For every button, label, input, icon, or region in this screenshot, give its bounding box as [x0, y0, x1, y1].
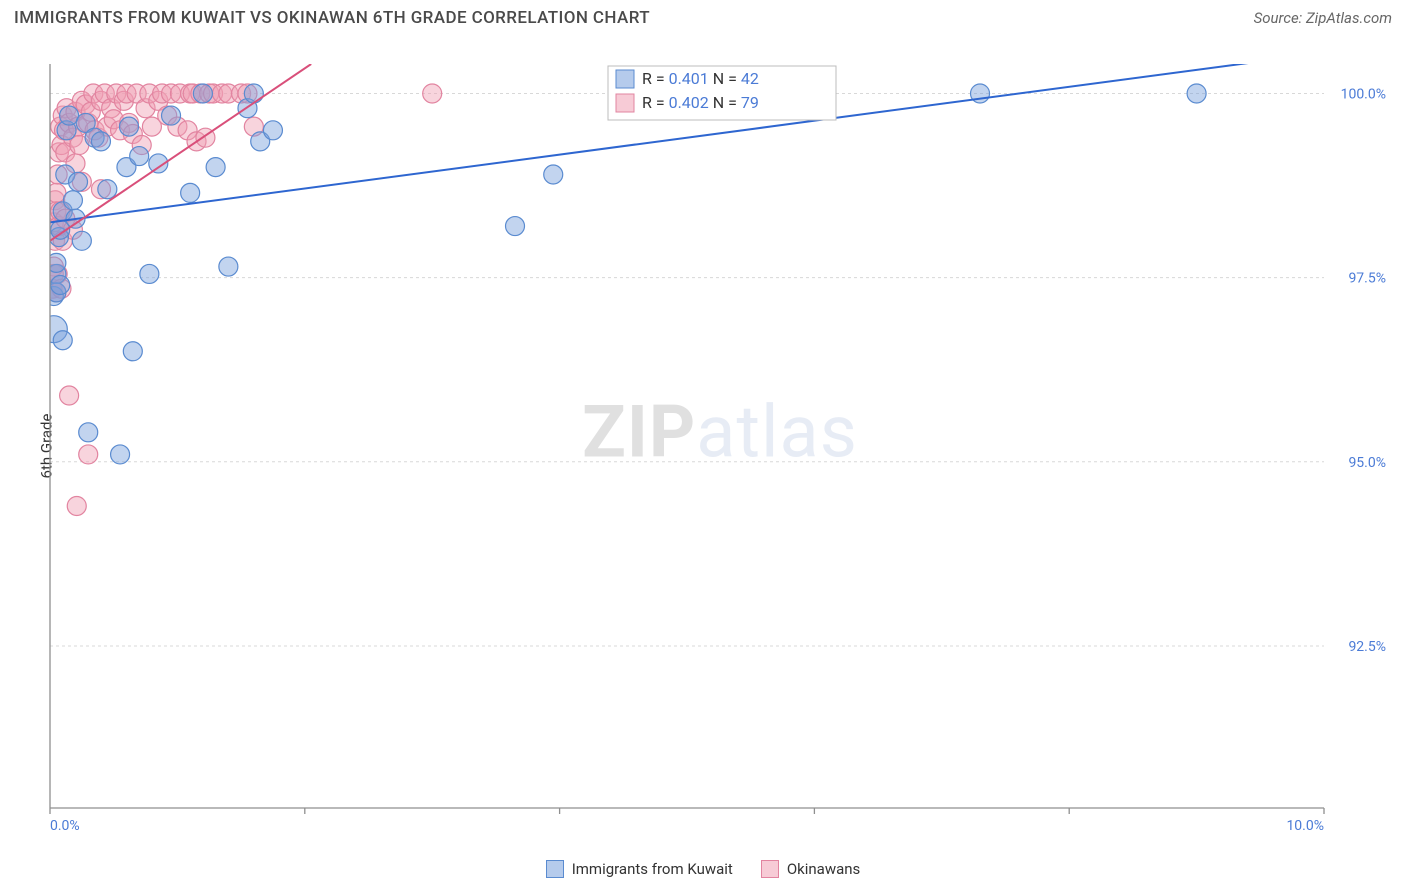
stats-text: R = 0.401 N = 42 — [642, 69, 759, 88]
data-point — [79, 423, 98, 442]
x-tick-label: 0.0% — [50, 818, 80, 832]
data-point — [206, 158, 225, 177]
legend-swatch — [616, 70, 634, 88]
data-point — [423, 84, 442, 103]
page-title: IMMIGRANTS FROM KUWAIT VS OKINAWAN 6TH G… — [14, 8, 650, 28]
data-point — [544, 165, 563, 184]
data-point — [244, 84, 263, 103]
legend-label: Okinawans — [787, 860, 860, 878]
data-point — [60, 386, 79, 405]
data-point — [140, 264, 159, 283]
data-point — [130, 147, 149, 166]
legend-swatch — [546, 860, 564, 878]
legend-swatch — [616, 94, 634, 112]
data-point — [91, 132, 110, 151]
bottom-legend: Immigrants from Kuwait Okinawans — [0, 860, 1406, 878]
y-tick-label: 95.0% — [1348, 455, 1386, 471]
legend-item: Okinawans — [761, 860, 860, 878]
data-point — [72, 231, 91, 250]
data-point — [123, 342, 142, 361]
chart-svg: 92.5% 95.0% 97.5% 100.0% 0.0% 10.0% R = 0.401 … — [48, 62, 1392, 832]
y-tick-label: 100.0% — [1341, 86, 1386, 102]
data-point — [53, 331, 72, 350]
data-point — [63, 191, 82, 210]
data-point — [181, 183, 200, 202]
scatter-chart: ZIPatlas 92.5%95.0%97.5%100.0%0.0%10.0%R… — [48, 62, 1392, 832]
data-point — [48, 253, 66, 272]
data-point — [193, 84, 212, 103]
data-point — [162, 106, 181, 125]
data-point — [67, 496, 86, 515]
data-point — [506, 217, 525, 236]
source-attribution: Source: ZipAtlas.com — [1254, 9, 1392, 27]
data-point — [1187, 84, 1206, 103]
data-point — [219, 257, 238, 276]
y-tick-label: 92.5% — [1348, 639, 1386, 655]
header: IMMIGRANTS FROM KUWAIT VS OKINAWAN 6TH G… — [0, 0, 1406, 32]
data-point — [263, 121, 282, 140]
data-point — [98, 180, 117, 199]
legend-label: Immigrants from Kuwait — [572, 860, 733, 878]
x-tick-label: 10.0% — [1286, 818, 1324, 832]
data-point — [119, 117, 138, 136]
data-point — [51, 275, 70, 294]
data-point — [69, 172, 88, 191]
y-tick-label: 97.5% — [1348, 271, 1386, 287]
legend-swatch — [761, 860, 779, 878]
data-point — [79, 445, 98, 464]
data-point — [111, 445, 130, 464]
legend-item: Immigrants from Kuwait — [546, 860, 733, 878]
stats-text: R = 0.402 N = 79 — [642, 93, 759, 112]
